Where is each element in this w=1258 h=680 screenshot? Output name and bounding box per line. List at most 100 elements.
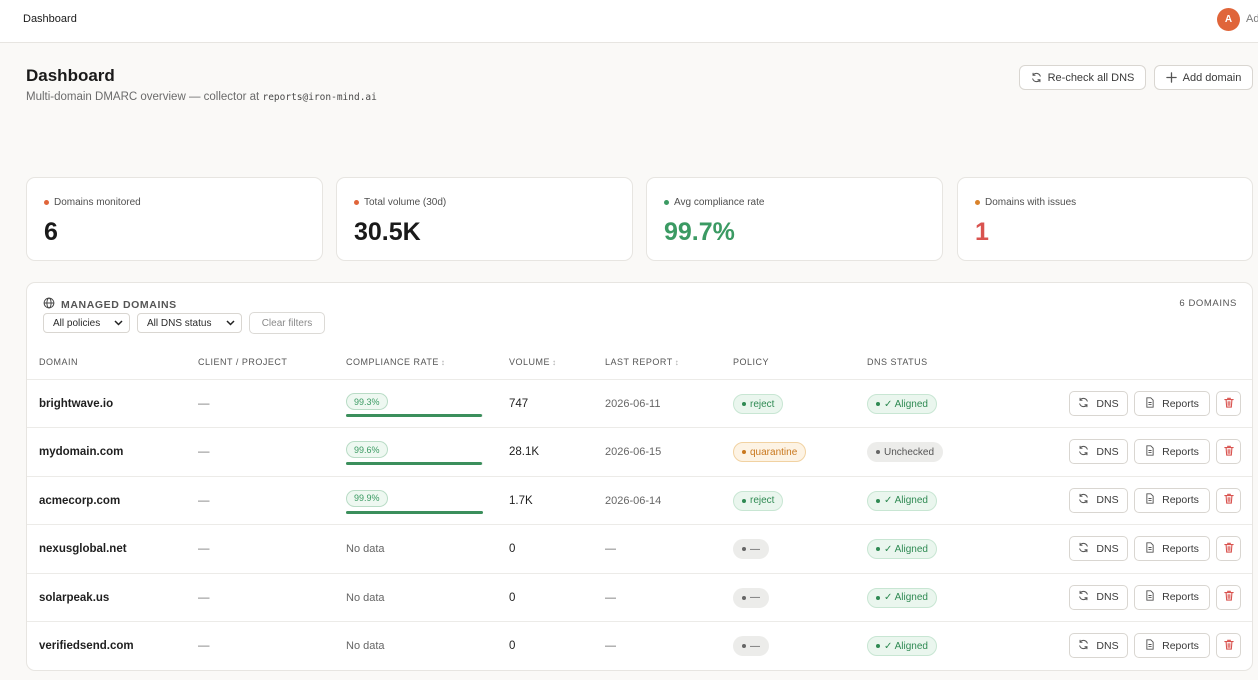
chevron-down-icon [226, 318, 235, 329]
dns-check-button[interactable]: DNS [1069, 391, 1128, 416]
domain-name[interactable]: acmecorp.com [39, 494, 121, 507]
stat-card-volume: Total volume (30d) 30.5K [336, 177, 633, 261]
dns-status-badge: ✓ Aligned [867, 490, 937, 511]
policy-filter-value: All policies [53, 317, 101, 329]
compliance-rate-badge: 99.3% [346, 393, 388, 410]
last-report-date: — [605, 591, 616, 604]
trash-icon [1223, 493, 1234, 507]
page-subtitle: Multi-domain DMARC overview — collector … [26, 91, 377, 103]
dns-status-label: ✓ Aligned [884, 640, 928, 652]
breadcrumb[interactable]: Dashboard [23, 13, 77, 25]
refresh-icon [1078, 445, 1089, 459]
client-project: — [198, 640, 210, 652]
policy-label: quarantine [750, 446, 798, 458]
panel-title-text: MANAGED DOMAINS [61, 298, 177, 311]
column-header-domain: DOMAIN [39, 357, 78, 367]
dns-button-label: DNS [1096, 494, 1119, 507]
panel-title: MANAGED DOMAINS [43, 297, 177, 312]
domain-name[interactable]: mydomain.com [39, 446, 124, 459]
compliance-rate-badge: 99.6% [346, 441, 388, 459]
clear-filters-button[interactable]: Clear filters [249, 312, 325, 334]
compliance-no-data: No data [346, 543, 385, 556]
table-row: mydomain.com — 99.6% 28.1K 2026-06-15 qu… [27, 427, 1252, 476]
refresh-icon [1078, 542, 1089, 556]
reports-button-label: Reports [1162, 494, 1199, 507]
sort-icon: ↕ [674, 358, 680, 367]
policy-badge: reject [733, 490, 784, 511]
delete-domain-button[interactable] [1216, 584, 1241, 610]
reports-button[interactable]: Reports [1134, 487, 1210, 513]
dns-check-button[interactable]: DNS [1069, 633, 1128, 658]
column-header-volume[interactable]: VOLUME ↕ [509, 357, 557, 367]
status-dot-icon [44, 200, 49, 205]
compliance-meter: 99.3% [346, 389, 483, 419]
column-header-last-report[interactable]: LAST REPORT ↕ [605, 357, 679, 367]
domain-name[interactable]: verifiedsend.com [39, 640, 134, 652]
page-title: Dashboard [26, 66, 115, 85]
volume-value: 0 [509, 640, 516, 652]
dns-button-label: DNS [1096, 591, 1119, 604]
domain-name[interactable]: nexusglobal.net [39, 543, 127, 556]
delete-domain-button[interactable] [1216, 487, 1241, 513]
policy-cell: — [733, 574, 769, 622]
policy-cell: reject [733, 380, 784, 428]
compliance-header-label: COMPLIANCE RATE [346, 357, 439, 367]
refresh-icon [1078, 397, 1089, 411]
dns-filter-select[interactable]: All DNS status [137, 313, 242, 333]
status-dot-icon [742, 644, 746, 648]
client-project: — [198, 398, 210, 410]
status-dot-icon [742, 498, 746, 503]
stat-card-issues: Domains with issues 1 [957, 177, 1253, 261]
delete-domain-button[interactable] [1216, 439, 1241, 465]
add-domain-button[interactable]: Add domain [1154, 65, 1253, 90]
reports-button[interactable]: Reports [1134, 633, 1210, 658]
policy-badge: — [733, 636, 769, 656]
reports-button[interactable]: Reports [1134, 439, 1210, 465]
dns-filter-value: All DNS status [147, 317, 212, 329]
domain-name[interactable]: solarpeak.us [39, 591, 110, 604]
refresh-icon [1078, 493, 1089, 507]
delete-domain-button[interactable] [1216, 536, 1241, 562]
user-name[interactable]: Ad [1246, 13, 1258, 25]
compliance-bar-fill [346, 414, 483, 417]
dns-check-button[interactable]: DNS [1069, 487, 1128, 513]
volume-header-label: VOLUME [509, 357, 551, 367]
trash-icon [1223, 445, 1234, 459]
status-dot-icon [876, 450, 880, 455]
policy-label: reject [750, 495, 775, 507]
refresh-icon [1078, 590, 1089, 604]
dns-button-label: DNS [1096, 445, 1119, 458]
client-project: — [198, 494, 210, 507]
dns-check-button[interactable]: DNS [1069, 439, 1128, 465]
policy-label: — [750, 592, 760, 604]
compliance-cell: No data [346, 622, 385, 670]
chevron-down-icon [114, 318, 123, 329]
trash-icon [1223, 639, 1234, 653]
compliance-bar [346, 414, 483, 417]
dns-status-badge: ✓ Aligned [867, 587, 937, 608]
reports-button-label: Reports [1162, 591, 1199, 604]
trash-icon [1223, 397, 1234, 411]
avatar[interactable]: A [1217, 8, 1240, 31]
policy-cell: quarantine [733, 428, 807, 476]
policy-filter-select[interactable]: All policies [43, 313, 130, 333]
dns-check-button[interactable]: DNS [1069, 584, 1128, 610]
column-header-compliance[interactable]: COMPLIANCE RATE ↕ [346, 357, 445, 367]
reports-button[interactable]: Reports [1134, 536, 1210, 562]
delete-domain-button[interactable] [1216, 391, 1241, 416]
client-project: — [198, 543, 210, 556]
dns-check-button[interactable]: DNS [1069, 536, 1128, 562]
reports-button[interactable]: Reports [1134, 584, 1210, 610]
stat-card-domains: Domains monitored 6 [26, 177, 323, 261]
client-project: — [198, 446, 210, 459]
document-icon [1145, 542, 1155, 556]
recheck-all-dns-button[interactable]: Re-check all DNS [1019, 65, 1146, 90]
domain-name[interactable]: brightwave.io [39, 398, 114, 410]
compliance-cell: 99.6% [346, 428, 483, 476]
document-icon [1145, 445, 1155, 459]
reports-button[interactable]: Reports [1134, 391, 1210, 416]
dns-button-label: DNS [1096, 639, 1119, 652]
volume-value: 28.1K [509, 446, 540, 459]
delete-domain-button[interactable] [1216, 633, 1241, 658]
table-row: verifiedsend.com — No data 0 — — ✓ Align… [27, 621, 1252, 670]
